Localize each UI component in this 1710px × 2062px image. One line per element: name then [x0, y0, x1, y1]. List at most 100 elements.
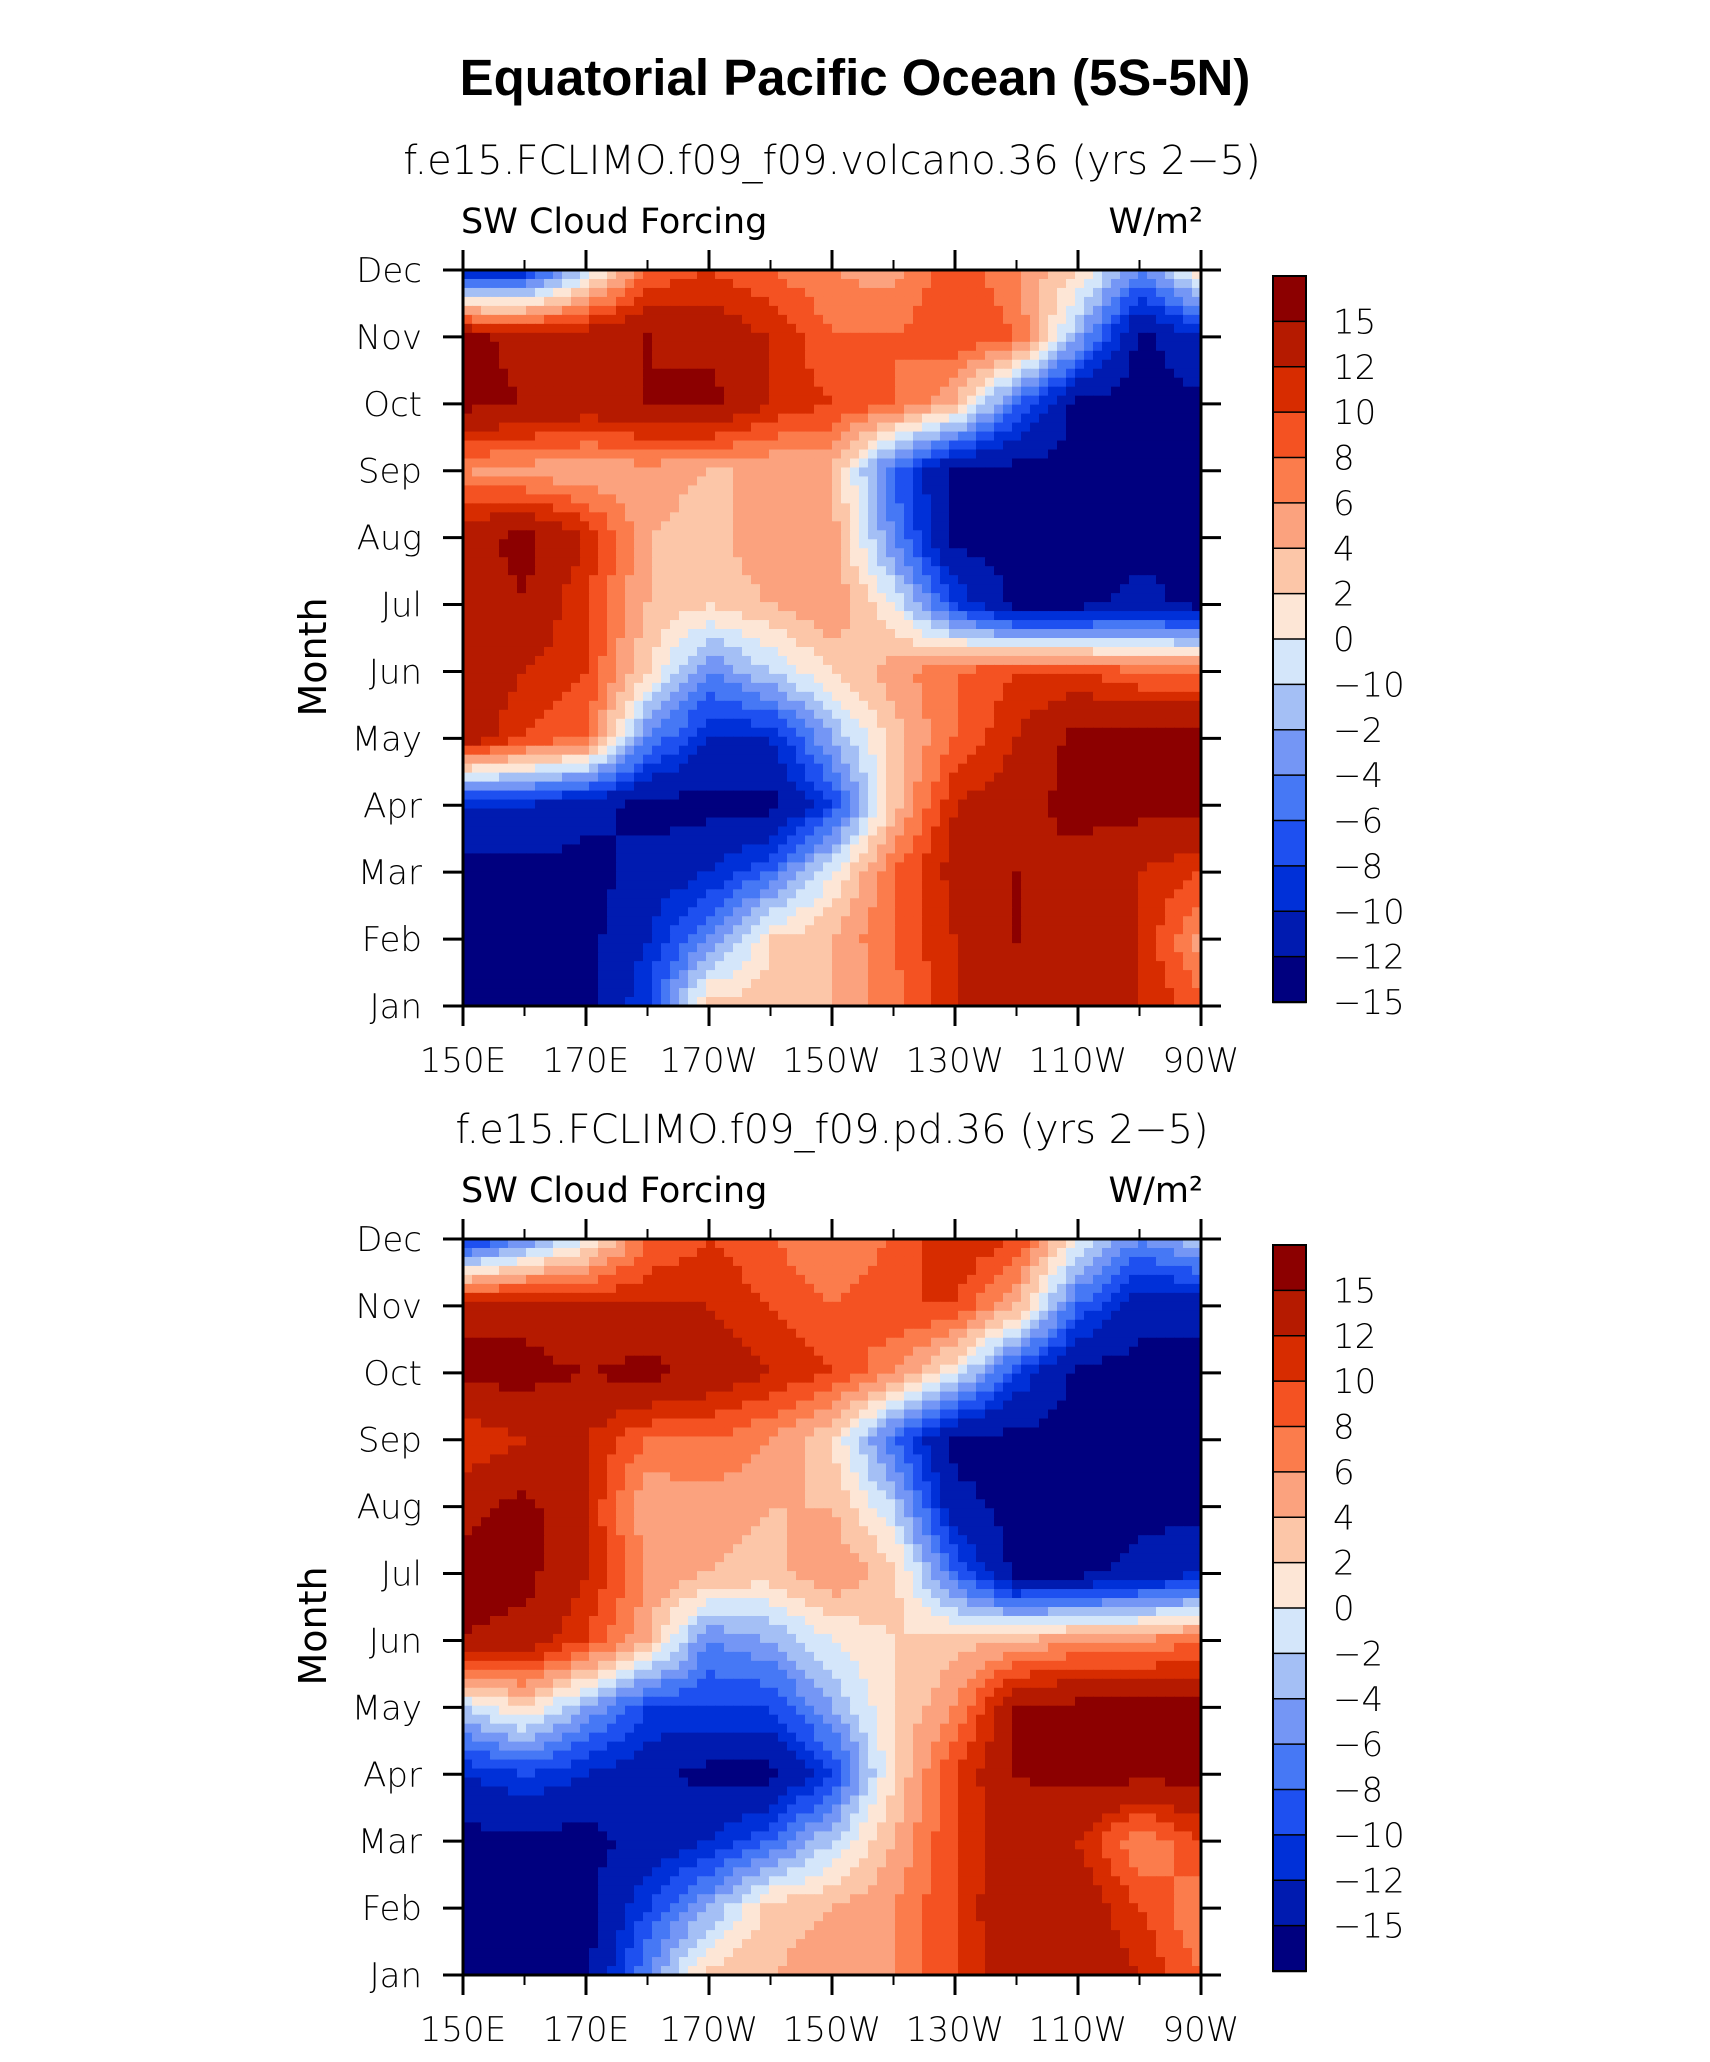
heatmap-cell — [1093, 521, 1103, 531]
heatmap-cell — [1138, 530, 1148, 540]
heatmap-cell — [508, 790, 518, 801]
heatmap-cell — [1048, 655, 1058, 666]
heatmap-cell — [508, 620, 518, 630]
heatmap-cell — [688, 422, 698, 433]
heatmap-cell — [1084, 485, 1094, 495]
heatmap-cell — [1183, 422, 1193, 433]
heatmap-cell — [553, 584, 563, 594]
heatmap-cell — [967, 377, 977, 388]
heatmap-cell — [1048, 440, 1058, 451]
heatmap-cell — [472, 395, 482, 406]
heatmap-cell — [1003, 350, 1013, 361]
heatmap-cell — [1003, 503, 1013, 513]
heatmap-cell — [1066, 386, 1076, 397]
heatmap-cell — [913, 278, 923, 289]
heatmap-cell — [1093, 682, 1103, 693]
heatmap-cell — [697, 664, 707, 675]
heatmap-cell — [940, 512, 950, 522]
heatmap-cell — [733, 278, 743, 289]
heatmap-cell — [778, 341, 788, 352]
heatmap-cell — [994, 727, 1004, 738]
heatmap-cell — [517, 476, 527, 487]
heatmap-cell — [1093, 278, 1103, 289]
heatmap-cell — [922, 584, 932, 594]
heatmap-cell — [508, 323, 518, 334]
heatmap-cell — [661, 467, 671, 478]
heatmap-cell — [949, 530, 959, 540]
heatmap-cell — [580, 503, 590, 513]
heatmap-cell — [904, 305, 914, 316]
heatmap-cell — [1048, 530, 1058, 540]
heatmap-cell — [580, 754, 590, 765]
heatmap-cell — [733, 467, 743, 478]
heatmap-cell — [562, 368, 572, 379]
heatmap-cell — [1084, 467, 1094, 478]
heatmap-cell — [724, 404, 734, 415]
heatmap-cell — [562, 763, 572, 774]
heatmap-cell — [1075, 700, 1085, 711]
heatmap-cell — [1129, 700, 1139, 711]
heatmap-cell — [841, 305, 851, 316]
heatmap-cell — [1192, 673, 1202, 684]
heatmap-cell — [688, 664, 698, 675]
heatmap-cell — [580, 593, 590, 603]
heatmap-cell — [742, 476, 752, 487]
heatmap-cell — [1102, 691, 1112, 702]
heatmap-cell — [877, 395, 887, 406]
heatmap-cell — [634, 691, 644, 702]
heatmap-cell — [472, 332, 482, 343]
heatmap-cell — [796, 736, 806, 747]
heatmap-cell — [1102, 655, 1112, 666]
heatmap-cell — [823, 638, 833, 648]
heatmap-cell — [877, 799, 887, 810]
heatmap-cell — [778, 431, 788, 442]
heatmap-cell — [490, 700, 500, 711]
heatmap-cell — [1165, 646, 1175, 657]
heatmap-cell — [499, 593, 509, 603]
heatmap-cell — [823, 539, 833, 549]
heatmap-cell — [598, 422, 608, 433]
heatmap-cell — [679, 584, 689, 594]
heatmap-cell — [868, 314, 878, 325]
heatmap-cell — [913, 503, 923, 513]
heatmap-cell — [1021, 575, 1031, 585]
heatmap-cell — [733, 593, 743, 603]
heatmap-cell — [1003, 404, 1013, 415]
heatmap-cell — [571, 503, 581, 513]
heatmap-cell — [850, 763, 860, 774]
heatmap-cell — [1165, 449, 1175, 460]
heatmap-cell — [535, 727, 545, 738]
heatmap-cell — [913, 386, 923, 397]
heatmap-cell — [589, 386, 599, 397]
heatmap-cell — [742, 485, 752, 495]
heatmap-cell — [859, 673, 869, 684]
heatmap-cell — [643, 790, 653, 801]
heatmap-cell — [1147, 557, 1157, 567]
heatmap-cell — [922, 494, 932, 504]
heatmap-cell — [1102, 431, 1112, 442]
heatmap-cell — [1066, 341, 1076, 352]
heatmap-cell — [922, 404, 932, 415]
heatmap-cell — [688, 629, 698, 639]
heatmap-cell — [1021, 323, 1031, 334]
heatmap-cell — [904, 727, 914, 738]
heatmap-cell — [832, 629, 842, 639]
heatmap-cell — [940, 646, 950, 657]
heatmap-cell — [697, 548, 707, 558]
heatmap-cell — [733, 368, 743, 379]
heatmap-cell — [895, 772, 905, 783]
heatmap-cell — [607, 467, 617, 478]
heatmap-cell — [1147, 296, 1157, 307]
heatmap-cell — [589, 646, 599, 657]
heatmap-cell — [994, 278, 1004, 289]
heatmap-cell — [1138, 503, 1148, 513]
heatmap-cell — [895, 709, 905, 720]
heatmap-cell — [760, 673, 770, 684]
heatmap-cell — [571, 557, 581, 567]
heatmap-cell — [823, 440, 833, 451]
heatmap-cell — [589, 790, 599, 801]
heatmap-cell — [544, 646, 554, 657]
heatmap-cell — [1021, 655, 1031, 666]
heatmap-cell — [814, 449, 824, 460]
heatmap-cell — [787, 691, 797, 702]
